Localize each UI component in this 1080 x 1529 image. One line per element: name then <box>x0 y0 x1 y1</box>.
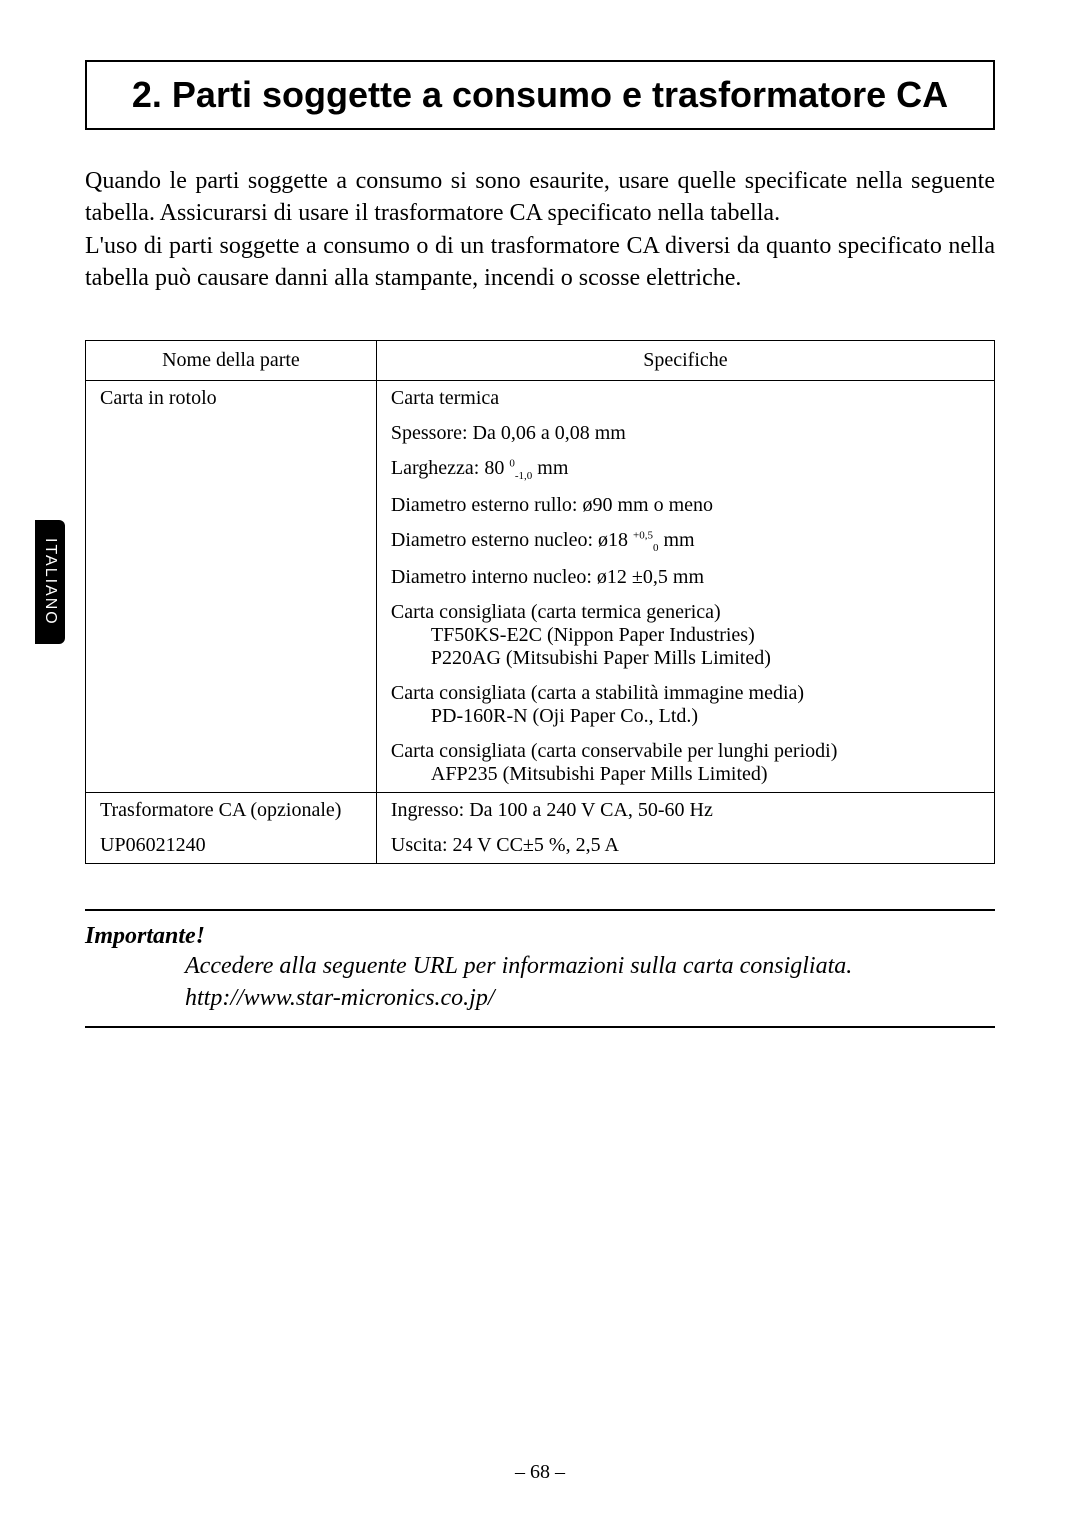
intro-paragraph: Quando le parti soggette a consumo si so… <box>85 165 995 295</box>
paper-spec-5: Diametro esterno nucleo: ø18 +0,50 mm <box>376 523 994 560</box>
transformer-name-2: UP06021240 <box>86 828 377 864</box>
paper-spec-9: Carta consigliata (carta conservabile pe… <box>376 734 994 793</box>
paper-spec-2: Spessore: Da 0,06 a 0,08 mm <box>376 416 994 451</box>
section-title-box: 2. Parti soggette a consumo e trasformat… <box>85 60 995 130</box>
transformer-spec-1: Ingresso: Da 100 a 240 V CA, 50-60 Hz <box>376 792 994 828</box>
transformer-name-1: Trasformatore CA (opzionale) <box>86 792 377 828</box>
transformer-spec-2: Uscita: 24 V CC±5 %, 2,5 A <box>376 828 994 864</box>
importante-section: Importante! Accedere alla seguente URL p… <box>85 909 995 1029</box>
intro-p1: Quando le parti soggette a consumo si so… <box>85 168 995 226</box>
paper-spec-1: Carta termica <box>376 380 994 416</box>
paper-spec-3: Larghezza: 80 0-1,0 mm <box>376 451 994 488</box>
intro-p2: L'uso di parti soggette a consumo o di u… <box>85 233 995 291</box>
language-tab: ITALIANO <box>35 520 65 644</box>
section-title: 2. Parti soggette a consumo e trasformat… <box>107 74 973 116</box>
paper-spec-7: Carta consigliata (carta termica generic… <box>376 595 994 676</box>
paper-name: Carta in rotolo <box>86 380 377 416</box>
importante-text: Accedere alla seguente URL per informazi… <box>85 950 995 1015</box>
page-number: – 68 – <box>0 1461 1080 1484</box>
spec-table: Nome della parte Specifiche Carta in rot… <box>85 340 995 864</box>
th-spec: Specifiche <box>376 340 994 380</box>
importante-label: Importante! <box>85 923 995 950</box>
paper-spec-8: Carta consigliata (carta a stabilità imm… <box>376 676 994 734</box>
paper-spec-6: Diametro interno nucleo: ø12 ±0,5 mm <box>376 560 994 595</box>
paper-spec-4: Diametro esterno rullo: ø90 mm o meno <box>376 488 994 523</box>
th-name: Nome della parte <box>86 340 377 380</box>
